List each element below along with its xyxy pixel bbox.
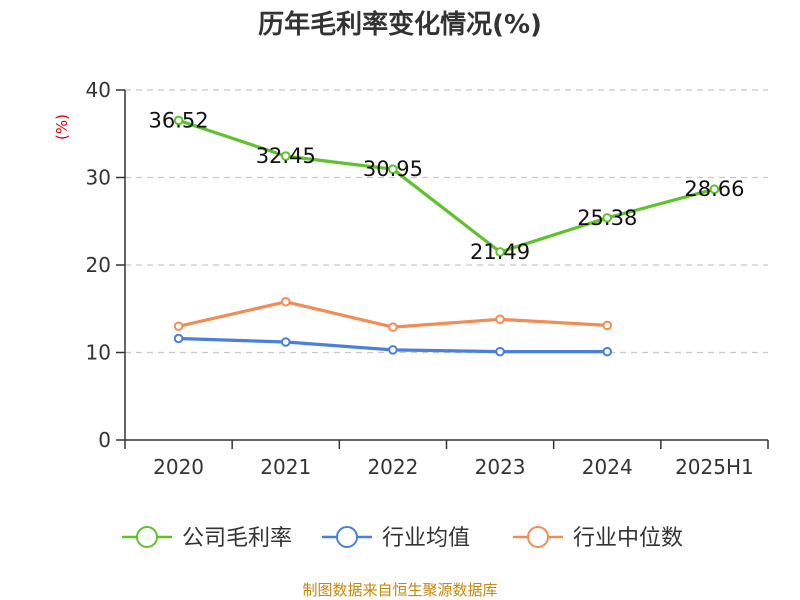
y-tick-label: 0 <box>98 428 111 452</box>
legend-item: 行业中位数 <box>513 526 683 551</box>
axes: 0 10 20 30 40 2020 2021 2022 2023 2024 2025H1 <box>86 78 769 479</box>
data-point <box>495 314 505 325</box>
data-point <box>280 296 291 307</box>
data-label: 21.49 <box>470 240 530 264</box>
x-tick-label: 2022 <box>367 455 418 479</box>
data-point <box>602 346 613 357</box>
x-tick-label: 2023 <box>475 455 526 479</box>
x-tick-label: 2020 <box>153 455 204 479</box>
data-labels: 36.52 32.45 30.95 21.49 25.38 28.66 <box>149 108 745 264</box>
data-point <box>173 333 184 344</box>
x-tick-label: 2021 <box>260 455 311 479</box>
y-axis-unit-label: (%) <box>53 114 71 140</box>
data-point <box>388 164 398 174</box>
data-point <box>280 151 291 161</box>
legend-item: 公司毛利率 <box>122 526 292 551</box>
y-tick-label: 20 <box>86 253 111 277</box>
data-point <box>280 337 291 347</box>
chart-title: 历年毛利率变化情况(%) <box>258 9 542 40</box>
data-point <box>173 321 184 332</box>
data-point <box>602 213 613 223</box>
y-tick-label: 40 <box>86 78 111 102</box>
data-point <box>173 115 184 126</box>
data-point <box>602 320 613 331</box>
legend-label: 行业均值 <box>382 526 470 551</box>
legend-item: 行业均值 <box>322 526 470 551</box>
y-tick-label: 10 <box>86 341 111 365</box>
legend-marker <box>136 526 158 548</box>
legend-label: 公司毛利率 <box>182 526 292 551</box>
source-note: 制图数据来自恒生聚源数据库 <box>302 581 497 599</box>
legend-label: 行业中位数 <box>573 526 683 551</box>
data-point <box>495 346 505 357</box>
data-point <box>388 322 398 332</box>
data-point <box>388 345 398 355</box>
legend: 公司毛利率 行业均值 行业中位数 <box>122 526 683 551</box>
data-point <box>709 184 720 195</box>
legend-marker <box>527 526 549 548</box>
data-point <box>495 247 505 257</box>
data-label: 30.95 <box>363 157 423 181</box>
data-label: 25.38 <box>577 206 637 230</box>
gridlines <box>125 89 768 354</box>
data-label: 36.52 <box>149 108 209 132</box>
x-tick-label: 2024 <box>582 455 633 479</box>
x-tick-label: 2025H1 <box>675 455 754 479</box>
series-line <box>177 118 717 254</box>
data-label: 28.66 <box>684 177 744 201</box>
legend-marker <box>336 526 358 548</box>
data-label: 32.45 <box>256 144 316 168</box>
series-layer <box>173 115 720 357</box>
y-tick-label: 30 <box>86 166 111 190</box>
